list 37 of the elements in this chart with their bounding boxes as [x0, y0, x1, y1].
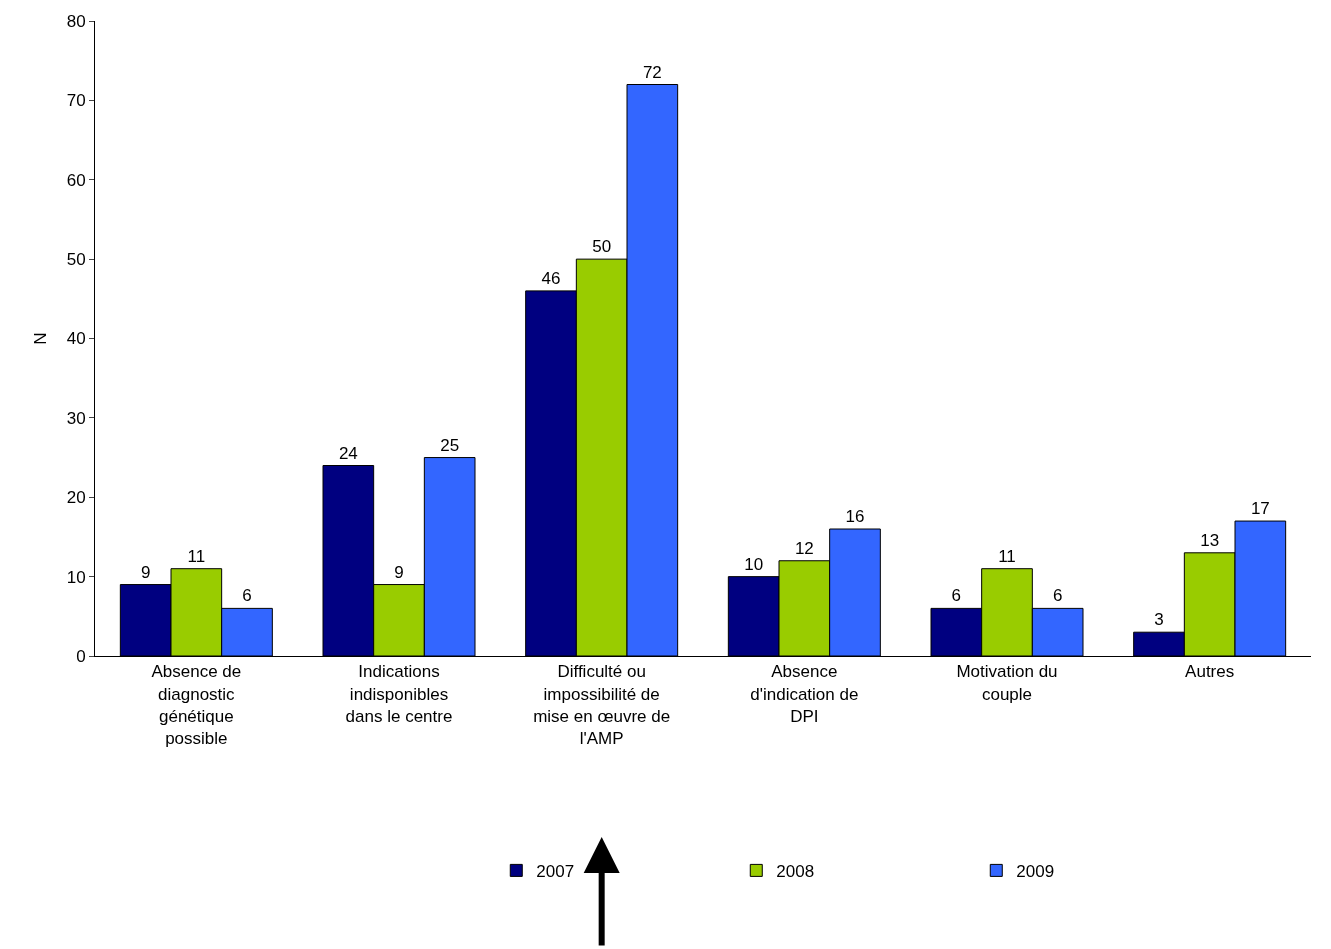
legend-label: 2008 — [776, 862, 815, 882]
data-label: 6 — [242, 586, 252, 606]
data-label: 17 — [1250, 499, 1270, 519]
y-tick-label: 30 — [66, 408, 86, 428]
data-label: 11 — [998, 546, 1016, 566]
y-tick-label: 40 — [66, 329, 86, 349]
data-label: 9 — [140, 562, 151, 582]
y-tick-label: 50 — [66, 250, 86, 270]
data-label: 3 — [1154, 610, 1164, 630]
data-label: 9 — [394, 562, 404, 582]
data-label: 24 — [338, 443, 358, 463]
data-label: 25 — [440, 435, 460, 455]
data-label: 12 — [794, 538, 814, 558]
x-tick-label: Absence de diagnostic génétique possible — [151, 662, 242, 748]
y-tick-label: 70 — [66, 91, 86, 111]
legend-label: 2007 — [536, 862, 575, 882]
data-label: 50 — [592, 237, 612, 257]
y-tick-label: 80 — [66, 11, 86, 31]
data-label: 6 — [1052, 586, 1063, 606]
y-tick-label: 0 — [76, 646, 86, 666]
x-tick-label: Indications indisponibles dans le centre — [345, 662, 453, 726]
data-label: 72 — [642, 62, 662, 82]
y-tick-label: 10 — [66, 567, 86, 587]
data-label: 10 — [744, 554, 764, 574]
data-label: 46 — [541, 268, 561, 288]
data-label: 16 — [845, 507, 865, 526]
y-axis-title: N — [31, 332, 51, 345]
y-tick-label: 60 — [66, 170, 86, 190]
data-label: 13 — [1200, 530, 1220, 550]
legend-label: 2009 — [1016, 862, 1055, 882]
x-tick-label: Autres — [1185, 662, 1235, 682]
x-tick-label: Difficulté ou impossibilité de mise en œuvre de l'AMP — [533, 662, 671, 748]
data-label: 6 — [951, 586, 962, 606]
y-tick-label: 20 — [66, 488, 86, 508]
x-tick-label: Motivation du couple — [956, 662, 1058, 704]
data-label: 11 — [187, 546, 206, 566]
x-tick-label: Absence d'indication de DPI — [750, 662, 859, 726]
